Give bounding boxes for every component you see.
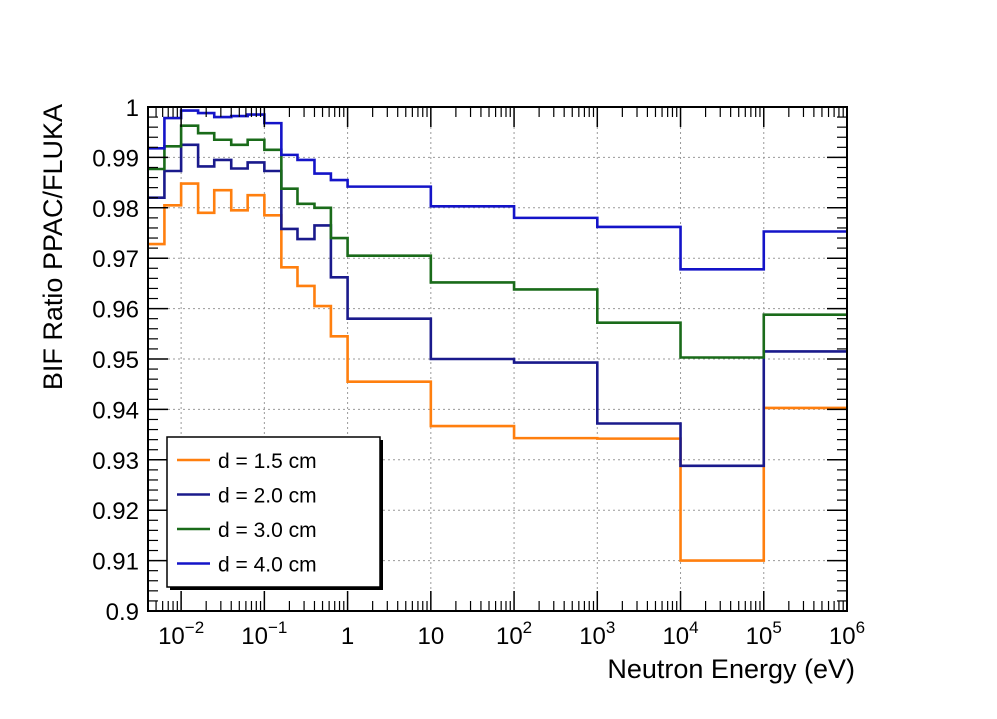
series-lines [148,109,847,562]
legend-label: d = 4.0 cm [218,554,317,577]
x-axis-title: Neutron Energy (eV) [607,654,855,684]
x-tick-label: 104 [662,618,698,650]
x-tick-label: 10−2 [158,618,204,650]
x-tick-label: 106 [829,618,865,650]
x-tick-label: 1 [341,623,354,650]
y-tick-label: 0.99 [92,145,139,172]
y-tick-label: 0.98 [92,196,139,223]
x-tick-label: 103 [579,618,615,650]
y-tick-label: 0.93 [92,448,139,475]
y-tick-label: 1 [126,95,139,122]
series-line [148,109,847,271]
y-tick-label: 0.91 [92,549,139,576]
legend-label: d = 1.5 cm [218,450,317,473]
axes: 0.9 0.91 0.92 0.93 0.94 0.95 0.96 0.97 0.98 0.99 1… [92,95,865,650]
series-line [148,182,847,562]
y-tick-label: 0.94 [92,397,139,424]
legend-box [166,436,381,588]
y-tick-label: 0.92 [92,498,139,525]
legend: d = 1.5 cm d = 2.0 cm d = 3.0 cm d = 4.0 cm [166,436,383,590]
x-tick-label: 10 [417,623,444,650]
x-tick-label: 102 [496,618,532,650]
y-tick-label: 0.96 [92,297,139,324]
legend-label: d = 3.0 cm [218,519,317,542]
y-tick-label: 0.97 [92,246,139,273]
y-tick-label: 0.9 [106,599,139,626]
legend-label: d = 2.0 cm [218,485,317,508]
series-line [148,124,847,359]
x-tick-label: 10−1 [241,618,287,650]
x-tick-label: 105 [746,618,782,650]
series-line [148,143,847,468]
y-axis-title: BIF Ratio PPAC/FLUKA [38,104,68,390]
y-tick-label: 0.95 [92,347,139,374]
